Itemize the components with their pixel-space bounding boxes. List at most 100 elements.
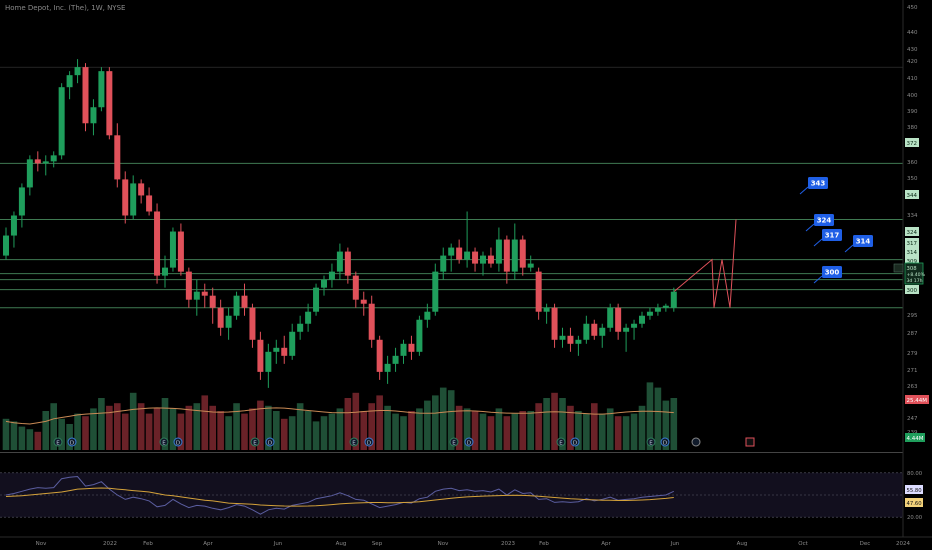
volume-bar — [82, 416, 89, 450]
projection-line — [673, 219, 737, 308]
candle-body — [487, 255, 494, 264]
candle-body — [18, 187, 25, 216]
price-callout[interactable]: 343 — [799, 177, 828, 195]
volume-bar — [114, 403, 121, 450]
volume-bar — [50, 403, 57, 450]
price-tick: 279 — [907, 351, 918, 357]
volume-bar — [662, 400, 670, 450]
time-tick: 2022 — [103, 541, 117, 547]
time-tick: Apr — [203, 541, 213, 547]
candle-body — [654, 307, 661, 312]
volume-bar — [598, 413, 606, 450]
event-marker[interactable]: D — [660, 437, 670, 447]
event-marker[interactable]: E — [349, 437, 359, 447]
event-marker[interactable]: D — [570, 437, 580, 447]
event-letter: E — [649, 441, 653, 447]
candle-body — [114, 135, 121, 180]
price-axis[interactable]: 450 440 430 420 410 400 390 380 372 360 350 344 334 3… — [893, 0, 929, 537]
callout-pointer — [844, 244, 854, 253]
volume-bar — [336, 408, 344, 450]
candle-body — [368, 303, 375, 340]
event-letter: E — [559, 441, 563, 447]
candle-body — [440, 255, 447, 272]
price-callout[interactable]: 314 — [844, 235, 873, 253]
candle-body — [162, 267, 168, 276]
level-tag — [905, 238, 919, 247]
volume-bar — [257, 400, 264, 450]
price-tick: 450 — [907, 5, 918, 11]
price-callout[interactable]: 324 — [805, 214, 834, 232]
candle-body — [34, 159, 41, 164]
price-callout[interactable]: 300 — [813, 266, 842, 284]
candle-body — [352, 275, 359, 300]
price-change: +8.40% — [907, 272, 926, 278]
volume-bar — [368, 403, 375, 450]
volume-bar — [98, 398, 105, 450]
candle-body — [670, 291, 677, 308]
candle-body — [265, 351, 272, 372]
price-tick: 380 — [907, 125, 918, 131]
candles-layer[interactable] — [3, 59, 677, 388]
event-marker[interactable]: E — [159, 437, 169, 447]
level-tag-text: 324 — [907, 230, 918, 236]
event-letter: D — [573, 441, 577, 447]
event-marker[interactable]: D — [364, 437, 374, 447]
candle-body — [639, 315, 645, 324]
volume-bar — [559, 398, 566, 450]
time-tick: Nov — [438, 541, 449, 547]
candle-body — [305, 311, 312, 324]
event-circle — [556, 437, 566, 447]
callout-box — [814, 214, 834, 226]
level-tag-text: 372 — [907, 141, 918, 147]
event-marker[interactable]: E — [556, 437, 566, 447]
volume-layer — [2, 382, 678, 450]
candle-body — [599, 327, 606, 336]
volume-bar — [495, 408, 503, 450]
rsi-tag-text: 55.80 — [907, 488, 923, 494]
time-axis[interactable]: Nov 2022 Feb Apr Jun Aug Sep Nov 2023 Feb Apr Jun Au… — [0, 536, 932, 547]
event-marker[interactable]: D — [67, 437, 77, 447]
event-circle — [660, 437, 670, 447]
event-marker[interactable]: D — [464, 437, 474, 447]
candle-body — [360, 299, 367, 304]
callout-pointer — [799, 186, 809, 195]
volume-bar — [42, 411, 50, 450]
candle-body — [138, 183, 145, 196]
event-marker[interactable]: D — [265, 437, 275, 447]
volume-bar — [288, 416, 296, 450]
candle-body — [408, 343, 415, 352]
volume-bar — [296, 403, 304, 450]
volume-bar — [177, 413, 185, 450]
event-marker[interactable]: D — [173, 437, 183, 447]
volume-bar — [591, 403, 598, 450]
event-marker[interactable]: E — [250, 437, 260, 447]
price-callout[interactable]: 317 — [813, 229, 842, 247]
event-marker[interactable]: E — [53, 437, 63, 447]
level-tag — [905, 227, 919, 236]
volume-bar — [432, 395, 439, 450]
volume-bar — [551, 392, 558, 450]
candle-body — [416, 319, 423, 352]
candle-body — [26, 159, 33, 188]
time-tick: Aug — [737, 541, 748, 547]
volume-bar — [320, 416, 328, 450]
event-marker[interactable]: E — [449, 437, 459, 447]
callout-box — [822, 229, 842, 241]
candle-body — [249, 307, 256, 340]
price-callouts[interactable]: 343 324 317 314 300 — [799, 177, 873, 284]
event-marker[interactable]: E — [646, 437, 656, 447]
candle-body — [575, 339, 582, 344]
volume-bar — [408, 411, 415, 450]
volume-bar — [201, 395, 209, 450]
time-tick: 2023 — [501, 541, 515, 547]
event-letter: D — [268, 441, 272, 447]
callout-label: 317 — [825, 232, 840, 240]
callout-label: 300 — [825, 269, 840, 277]
candle-body — [591, 323, 598, 336]
candle-body — [495, 239, 502, 264]
volume-bar — [567, 405, 574, 450]
volume-bar — [376, 395, 383, 450]
event-circle — [464, 437, 474, 447]
